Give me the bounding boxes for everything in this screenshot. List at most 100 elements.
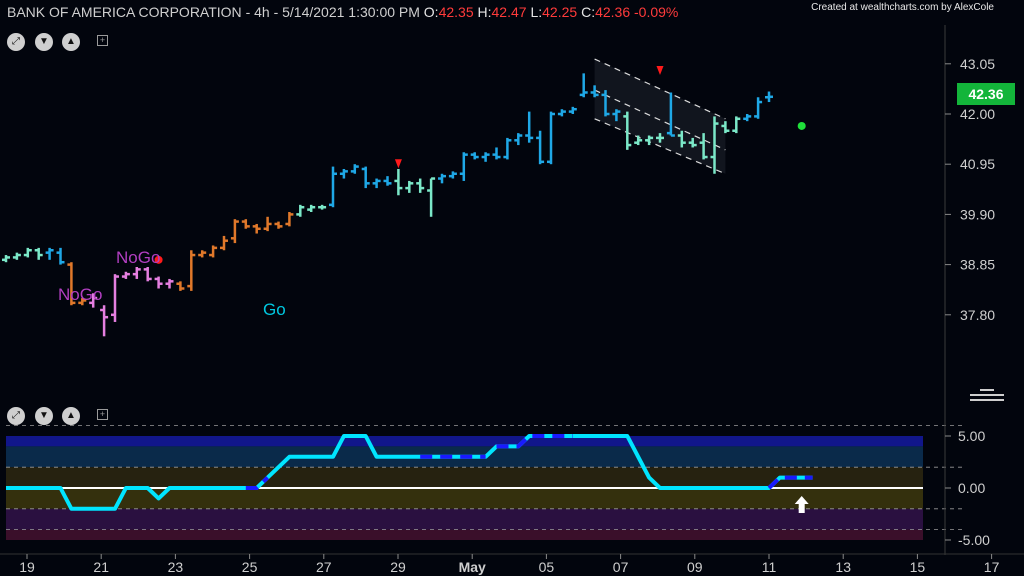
oscillator-max-segment — [767, 475, 813, 490]
price-bar — [263, 216, 272, 232]
x-tick-label: 19 — [19, 559, 35, 575]
price-bar — [372, 178, 381, 189]
price-bar — [165, 278, 174, 289]
menu-icon[interactable] — [970, 386, 1004, 404]
price-bar — [34, 247, 43, 260]
price-bar — [688, 137, 697, 148]
signal-dot — [154, 255, 163, 264]
add-panel-icon[interactable]: + — [97, 409, 108, 420]
price-bar — [481, 152, 490, 162]
x-tick-label: 07 — [613, 559, 629, 575]
x-tick-label: 25 — [242, 559, 258, 575]
oscillator-band — [6, 529, 923, 540]
price-bar — [78, 298, 87, 306]
price-bar — [307, 204, 316, 213]
signal-triangle — [394, 159, 402, 169]
price-bar — [329, 166, 337, 208]
expand-icon[interactable]: ⤢ — [7, 33, 25, 51]
oscillator-band — [6, 436, 923, 447]
collapse-down-icon[interactable]: ▼ — [35, 407, 53, 425]
price-bar — [220, 235, 228, 251]
price-bar — [100, 305, 109, 337]
price-bar — [12, 252, 21, 260]
price-bar — [296, 204, 305, 217]
price-bar — [525, 111, 534, 143]
x-tick-label: 21 — [93, 559, 109, 575]
price-bar — [89, 293, 98, 308]
price-bar — [732, 116, 741, 134]
price-bar — [579, 73, 588, 98]
expand-icon[interactable]: ⤢ — [7, 407, 25, 425]
price-bar — [383, 176, 392, 186]
price-bar — [350, 164, 359, 174]
price-bar — [339, 168, 348, 179]
last-price-badge: 42.36 — [957, 83, 1015, 105]
signal-dot — [797, 121, 806, 130]
up-arrow-icon — [794, 496, 809, 513]
y-tick-label: 43.05 — [960, 56, 995, 72]
timeframe: - 4h - 5/14/2021 1:30:00 PM — [245, 4, 420, 20]
y-tick-label: 40.95 — [960, 156, 995, 172]
price-bar — [241, 219, 250, 229]
osc-tick-label: 5.00 — [958, 428, 985, 444]
price-bar — [318, 204, 327, 210]
collapse-down-icon[interactable]: ▼ — [35, 33, 53, 51]
collapse-up-icon[interactable]: ▲ — [62, 33, 80, 51]
price-bar — [612, 109, 621, 122]
trend-channel-lower-line — [594, 118, 726, 175]
osc-tick-label: 0.00 — [958, 480, 985, 496]
price-bar — [765, 91, 773, 103]
open-value: 42.35 — [438, 4, 474, 20]
x-tick-label: 05 — [539, 559, 555, 575]
price-bar — [2, 255, 10, 263]
price-bar — [209, 245, 218, 258]
x-tick-label: 27 — [316, 559, 332, 575]
price-bar — [121, 271, 130, 279]
signal-triangle — [656, 65, 664, 75]
add-panel-icon[interactable]: + — [97, 35, 108, 46]
price-bar — [438, 173, 446, 184]
y-tick-label: 38.85 — [960, 257, 995, 273]
price-bar — [285, 212, 294, 227]
price-bar — [547, 111, 555, 165]
price-bar — [154, 276, 163, 289]
price-bar — [492, 147, 501, 160]
x-tick-label: May — [459, 559, 486, 575]
price-bar — [45, 247, 54, 260]
price-bar — [448, 171, 457, 179]
x-tick-label: 29 — [390, 559, 406, 575]
price-bar — [710, 116, 719, 174]
x-tick-label: 09 — [687, 559, 703, 575]
close-value: 42.36 — [595, 4, 631, 20]
price-bar — [394, 168, 403, 196]
low-value: 42.25 — [542, 4, 578, 20]
price-bar — [590, 85, 599, 98]
credit-text: Created at wealthcharts.com by AlexCole — [811, 2, 994, 13]
osc-tick-label: -5.00 — [958, 532, 990, 548]
low-label: L: — [530, 4, 543, 20]
price-bar — [623, 111, 632, 150]
price-bar — [568, 106, 577, 114]
axes: 43.05 42.00 40.95 39.90 38.85 37.80 5.00 0.00 -5… — [0, 25, 1024, 575]
price-bar — [67, 262, 76, 306]
collapse-up-icon[interactable]: ▲ — [62, 407, 80, 425]
symbol-name: BANK OF AMERICA CORPORATION — [7, 4, 242, 20]
price-bar — [503, 137, 512, 160]
price-bar — [405, 180, 414, 193]
price-bar — [634, 135, 643, 146]
oscillator-band — [6, 508, 923, 530]
nogo-label: NoGo — [116, 248, 161, 267]
price-bar — [252, 223, 261, 234]
open-label: O: — [423, 4, 439, 20]
x-tick-label: 23 — [168, 559, 184, 575]
price-bar — [721, 121, 730, 134]
price-bar — [666, 92, 675, 137]
y-tick-label: 42.00 — [960, 106, 995, 122]
x-tick-label: 13 — [835, 559, 851, 575]
price-bar — [699, 133, 708, 160]
price-bar — [143, 266, 152, 282]
price-bar — [274, 221, 283, 229]
x-tick-label: 15 — [910, 559, 926, 575]
x-tick-label: 11 — [762, 559, 777, 575]
